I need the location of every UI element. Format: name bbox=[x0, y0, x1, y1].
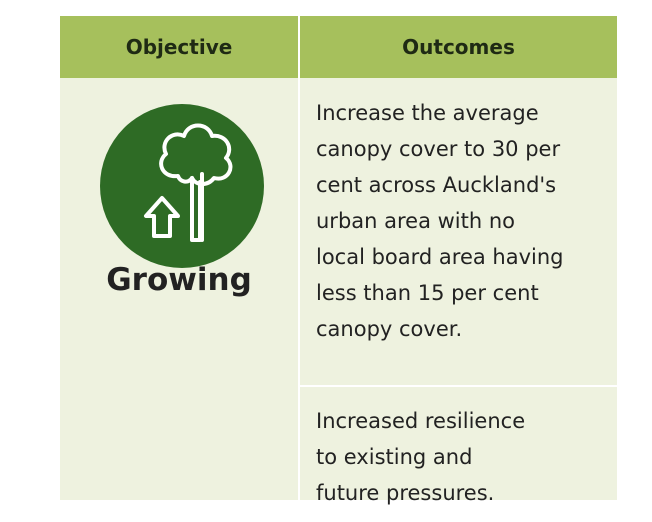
divider bbox=[300, 385, 617, 387]
outcome-text: Increased resilience to existing and fut… bbox=[316, 409, 526, 505]
header-cell: Objective bbox=[125, 35, 233, 59]
outcome-text: Increase the average canopy cover to 30 … bbox=[316, 101, 564, 341]
divider bbox=[298, 16, 300, 500]
table: Objective Outcomes Growing Increase the … bbox=[60, 16, 617, 505]
header-cell: Outcomes bbox=[402, 35, 515, 59]
tree-icon bbox=[100, 104, 264, 268]
header-row: Objective Outcomes bbox=[60, 16, 617, 78]
objective-label: Growing bbox=[106, 262, 252, 298]
